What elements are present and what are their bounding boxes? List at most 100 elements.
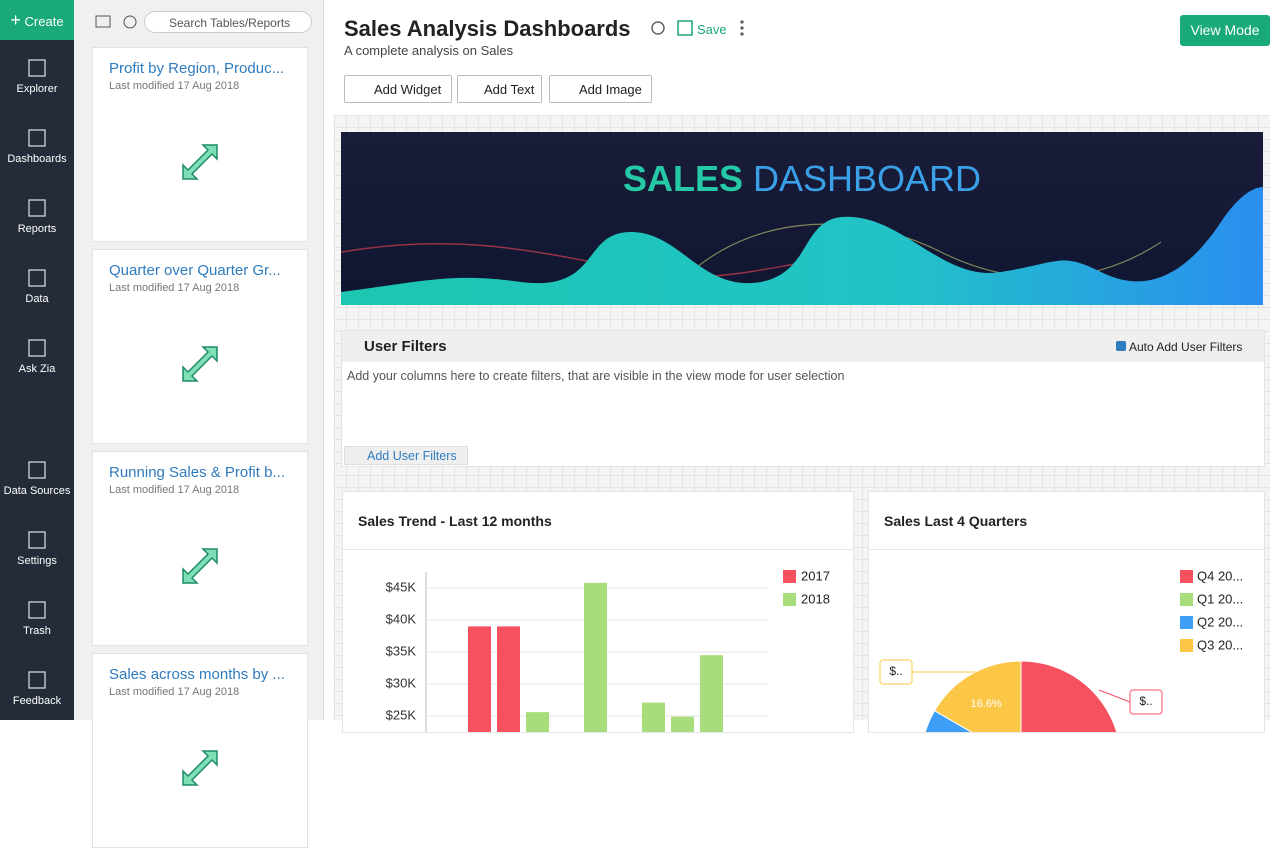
nav-label[interactable]: Data [25, 293, 49, 305]
bar-chart: $25K$30K$35K$40K$45KSales20172018 [386, 568, 830, 732]
card-modified: Last modified 17 Aug 2018 [109, 484, 240, 496]
report-card[interactable]: Quarter over Quarter Gr... Last modified … [92, 249, 308, 444]
nav-label[interactable]: Settings [17, 555, 57, 567]
expand-icon [182, 346, 218, 382]
nav-label[interactable]: Data Sources [3, 485, 71, 497]
widget-divider [869, 549, 1264, 550]
create-button[interactable]: + Create [0, 0, 74, 40]
legend-swatch [783, 570, 796, 583]
widget-title: Sales Trend - Last 12 months [358, 513, 552, 529]
report-card[interactable]: Profit by Region, Produc... Last modified… [92, 47, 308, 242]
legend-label: Q2 20... [1197, 614, 1243, 629]
dashboard-subtitle: A complete analysis on Sales [344, 43, 514, 58]
nav-icon-shape [28, 671, 46, 689]
expand-icon [182, 144, 218, 180]
auto-label: Auto Add User Filters [1129, 340, 1243, 354]
banner-light: DASHBOARD [753, 158, 981, 199]
toolbar-button[interactable]: Add Widget [344, 75, 452, 103]
header-icons [651, 20, 744, 36]
nav-icon [28, 59, 46, 77]
dashboard-title: Sales Analysis Dashboards [344, 16, 631, 41]
bar [497, 626, 520, 732]
expand-icon [182, 548, 218, 584]
card-modified: Last modified 17 Aug 2018 [109, 686, 240, 698]
nav-icon [28, 199, 46, 217]
nav-icon [28, 601, 46, 619]
banner-bold: SALES [623, 158, 743, 199]
pie-slice [933, 660, 1022, 732]
filters-hint: Add your columns here to create filters,… [347, 369, 845, 383]
expand-arrow [182, 346, 218, 382]
toolbar-button[interactable]: Add Text [457, 75, 542, 103]
nav-icon [28, 671, 46, 689]
bar [671, 716, 694, 732]
y-tick-label: $35K [386, 643, 417, 658]
sales-trend-widget: Sales Trend - Last 12 months $25K $30K $35K… [342, 491, 854, 733]
search-placeholder: Search Tables/Reports [169, 16, 291, 30]
y-tick-label: $30K [386, 675, 417, 690]
slice-label: 16.6% [971, 698, 1002, 710]
legend-swatch [1180, 570, 1193, 583]
create-label: Create [24, 14, 64, 29]
auto-checkbox[interactable] [1116, 341, 1126, 351]
nav-label[interactable]: Dashboards [7, 153, 67, 165]
nav-label[interactable]: Trash [23, 625, 51, 637]
nav-label[interactable]: Ask Zia [18, 363, 56, 375]
banner: SALES DASHBOARD [341, 132, 1263, 305]
card-title: Quarter over Quarter Gr... [109, 262, 281, 279]
y-tick-label: $45K [386, 579, 417, 594]
card-title: Running Sales & Profit b... [109, 464, 285, 481]
card-title: Profit by Region, Produc... [109, 60, 285, 77]
expand-arrow [182, 144, 218, 180]
report-card[interactable]: Running Sales & Profit b... Last modified… [92, 451, 308, 646]
nav-icon-shape [28, 199, 46, 217]
toolbar-button[interactable]: Add Image [549, 75, 652, 103]
legend-label: 2018 [801, 591, 830, 606]
search-box[interactable]: Search Tables/Reports [144, 11, 312, 33]
legend-label: Q1 20... [1197, 591, 1243, 606]
banner-title: SALES DASHBOARD [623, 158, 981, 199]
card-modified: Last modified 17 Aug 2018 [109, 282, 240, 294]
report-panel: Search Tables/Reports Profit by Region, … [74, 0, 324, 848]
nav-label[interactable]: Reports [17, 223, 57, 235]
card-modified: Last modified 17 Aug 2018 [109, 80, 240, 92]
legend-label: Q3 20... [1197, 637, 1243, 652]
bar [642, 702, 665, 732]
bar [584, 582, 607, 732]
save-button[interactable]: Save [697, 22, 727, 37]
nav-label[interactable]: Explorer [16, 83, 58, 95]
legend-label: 2017 [801, 568, 830, 583]
nav-icon-shape [28, 339, 46, 357]
callout-label: $.. [1139, 694, 1152, 708]
nav-icon-shape [28, 531, 46, 549]
view-mode-button[interactable]: View Mode [1180, 15, 1270, 46]
legend-label: Q4 20... [1197, 568, 1243, 583]
expand-arrow [182, 548, 218, 584]
pie-slice [1020, 660, 1118, 732]
nav-icon [28, 339, 46, 357]
widget-divider [343, 549, 853, 550]
nav-icon-shape [28, 461, 46, 479]
report-card[interactable]: Sales across months by ... Last modified … [92, 653, 308, 848]
nav-icon [28, 461, 46, 479]
add-filters-button[interactable]: Add User Filters [344, 446, 468, 465]
legend-swatch [783, 593, 796, 606]
y-tick-label: $25K [386, 707, 417, 722]
bar [468, 626, 491, 732]
callout-line [1098, 689, 1131, 703]
bar [700, 655, 723, 732]
nav-icon-shape [28, 59, 46, 77]
nav-icon [28, 531, 46, 549]
nav-icon [28, 269, 46, 287]
dashboard-canvas: SALES DASHBOARD User Filters Auto Add Use… [334, 115, 1270, 733]
legend-swatch [1180, 639, 1193, 652]
sidebar: + Create Explorer Dashboards Reports Data As… [0, 0, 74, 720]
legend-swatch [1180, 593, 1193, 606]
user-filters-panel: User Filters Auto Add User Filters Add y… [341, 330, 1265, 467]
bar [526, 712, 549, 732]
nav-label[interactable]: Feedback [12, 695, 62, 707]
legend-swatch [1180, 616, 1193, 629]
nav-icon-shape [28, 129, 46, 147]
card-title: Sales across months by ... [109, 666, 285, 683]
